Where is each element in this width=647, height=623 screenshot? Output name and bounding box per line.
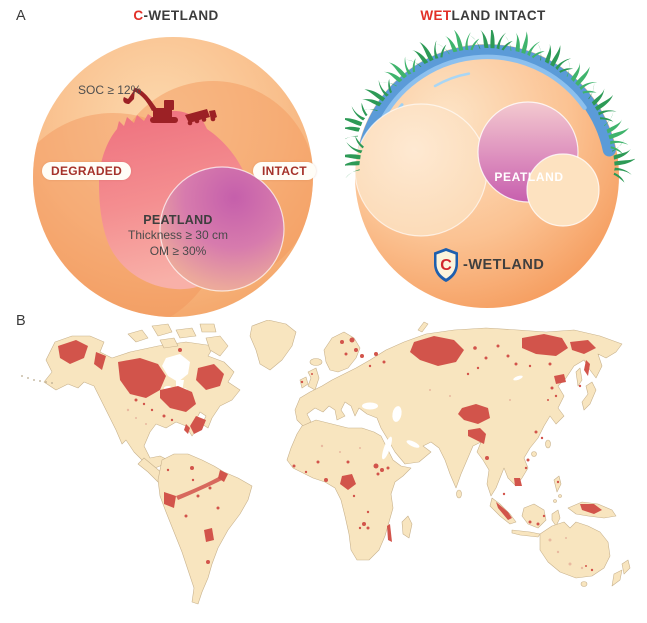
world-map (21, 320, 631, 605)
peatland-title: PEATLAND (143, 213, 213, 227)
intact-badge: INTACT (253, 162, 316, 180)
machinery-icons (123, 88, 217, 126)
wetland-intact-title-rest: LAND INTACT (451, 8, 546, 23)
peatland-circle-left (159, 166, 285, 292)
wetland-intact-circle-diagram (345, 30, 635, 308)
cwetland-badge: C -WETLAND (432, 247, 544, 283)
excavator-icon (123, 88, 178, 123)
degraded-badge: DEGRADED (42, 162, 132, 180)
wetland-patches (58, 334, 602, 572)
peatland-label-right: PEATLAND (494, 170, 564, 184)
cwetland-title-accent: C (133, 8, 144, 23)
dump-truck-icon (185, 109, 217, 126)
soc-label: SOC ≥ 12% (78, 83, 142, 97)
shield-letter: C (440, 257, 452, 274)
peatland-om: OM ≥ 30% (149, 243, 207, 258)
shield-icon: C (434, 248, 458, 282)
sparse-speckles (126, 389, 584, 570)
panel-b-label: B (16, 313, 26, 329)
wetland-intact-title: WETLAND INTACT (420, 8, 545, 23)
peatland-thickness: Thickness ≥ 30 cm (128, 228, 228, 243)
panel-a-label: A (16, 8, 26, 24)
peatland-caption: PEATLAND Thickness ≥ 30 cm OM ≥ 30% (128, 212, 228, 259)
yin-yang-dot-circle (526, 153, 600, 227)
cwetland-title-rest: -WETLAND (143, 8, 219, 23)
grass-fringe-icon (345, 30, 635, 183)
intact-wetland-circle (354, 103, 488, 237)
wetland-intact-title-accent: WET (420, 8, 452, 23)
cwetland-title: C-WETLAND (133, 8, 218, 23)
aleutian-islands (21, 375, 53, 384)
cwetland-badge-text: -WETLAND (463, 257, 545, 273)
